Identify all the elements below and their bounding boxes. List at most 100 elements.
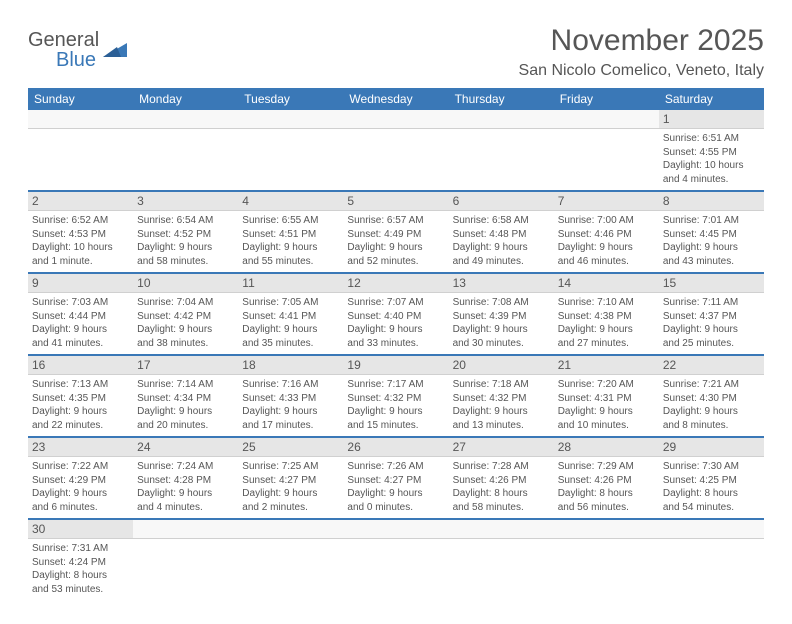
day-detail-cell: Sunrise: 7:20 AMSunset: 4:31 PMDaylight:… [554,375,659,438]
sunset-text: Sunset: 4:28 PM [137,474,234,488]
daylight-text-2: and 52 minutes. [347,255,444,269]
day-detail-cell: Sunrise: 7:21 AMSunset: 4:30 PMDaylight:… [659,375,764,438]
day-detail-cell: Sunrise: 7:30 AMSunset: 4:25 PMDaylight:… [659,457,764,520]
day-number-cell: 19 [343,355,448,375]
day-number-cell: 30 [28,519,133,539]
sunset-text: Sunset: 4:51 PM [242,228,339,242]
day-detail-row: Sunrise: 7:13 AMSunset: 4:35 PMDaylight:… [28,375,764,438]
sunset-text: Sunset: 4:34 PM [137,392,234,406]
day-number-cell: 6 [449,191,554,211]
day-header-cell: Monday [133,88,238,110]
sunrise-text: Sunrise: 7:14 AM [137,378,234,392]
day-number-row: 1 [28,110,764,129]
day-number-cell [133,519,238,539]
day-detail-row: Sunrise: 7:31 AMSunset: 4:24 PMDaylight:… [28,539,764,601]
daylight-text-1: Daylight: 8 hours [663,487,760,501]
sunrise-text: Sunrise: 7:08 AM [453,296,550,310]
day-header-row: SundayMondayTuesdayWednesdayThursdayFrid… [28,88,764,110]
day-detail-cell [449,539,554,601]
day-detail-cell: Sunrise: 7:00 AMSunset: 4:46 PMDaylight:… [554,211,659,274]
sunset-text: Sunset: 4:25 PM [663,474,760,488]
day-detail-cell: Sunrise: 7:28 AMSunset: 4:26 PMDaylight:… [449,457,554,520]
sunrise-text: Sunrise: 6:55 AM [242,214,339,228]
sunset-text: Sunset: 4:29 PM [32,474,129,488]
daylight-text-2: and 17 minutes. [242,419,339,433]
day-number-cell [28,110,133,129]
day-number-cell: 14 [554,273,659,293]
logo-word-2: Blue [56,49,96,71]
sunset-text: Sunset: 4:42 PM [137,310,234,324]
day-detail-cell [238,129,343,192]
sunrise-text: Sunrise: 7:31 AM [32,542,129,556]
day-detail-row: Sunrise: 6:51 AMSunset: 4:55 PMDaylight:… [28,129,764,192]
calendar-table: SundayMondayTuesdayWednesdayThursdayFrid… [28,88,764,600]
day-number-cell: 28 [554,437,659,457]
daylight-text-1: Daylight: 9 hours [137,241,234,255]
sunrise-text: Sunrise: 6:58 AM [453,214,550,228]
daylight-text-2: and 38 minutes. [137,337,234,351]
sunrise-text: Sunrise: 7:13 AM [32,378,129,392]
day-number-cell [343,519,448,539]
day-number-cell: 18 [238,355,343,375]
daylight-text-1: Daylight: 10 hours [32,241,129,255]
daylight-text-2: and 35 minutes. [242,337,339,351]
day-detail-cell: Sunrise: 7:18 AMSunset: 4:32 PMDaylight:… [449,375,554,438]
sunset-text: Sunset: 4:40 PM [347,310,444,324]
day-detail-cell: Sunrise: 6:51 AMSunset: 4:55 PMDaylight:… [659,129,764,192]
day-number-cell: 9 [28,273,133,293]
month-title: November 2025 [519,24,764,58]
daylight-text-2: and 53 minutes. [32,583,129,597]
day-number-cell [554,110,659,129]
day-detail-row: Sunrise: 7:22 AMSunset: 4:29 PMDaylight:… [28,457,764,520]
day-detail-cell [238,539,343,601]
daylight-text-1: Daylight: 9 hours [137,487,234,501]
day-detail-cell [554,539,659,601]
sunrise-text: Sunrise: 6:57 AM [347,214,444,228]
day-detail-cell: Sunrise: 7:16 AMSunset: 4:33 PMDaylight:… [238,375,343,438]
daylight-text-2: and 0 minutes. [347,501,444,515]
daylight-text-1: Daylight: 9 hours [242,405,339,419]
day-number-cell: 23 [28,437,133,457]
day-detail-cell: Sunrise: 7:11 AMSunset: 4:37 PMDaylight:… [659,293,764,356]
daylight-text-1: Daylight: 10 hours [663,159,760,173]
day-detail-cell: Sunrise: 6:54 AMSunset: 4:52 PMDaylight:… [133,211,238,274]
sunset-text: Sunset: 4:41 PM [242,310,339,324]
day-number-row: 2345678 [28,191,764,211]
sunrise-text: Sunrise: 7:24 AM [137,460,234,474]
day-number-row: 16171819202122 [28,355,764,375]
daylight-text-1: Daylight: 9 hours [558,241,655,255]
sunrise-text: Sunrise: 7:18 AM [453,378,550,392]
sunset-text: Sunset: 4:26 PM [558,474,655,488]
daylight-text-2: and 41 minutes. [32,337,129,351]
sunset-text: Sunset: 4:31 PM [558,392,655,406]
day-number-cell [449,110,554,129]
day-detail-cell: Sunrise: 7:05 AMSunset: 4:41 PMDaylight:… [238,293,343,356]
daylight-text-1: Daylight: 9 hours [137,405,234,419]
sunrise-text: Sunrise: 7:28 AM [453,460,550,474]
sunrise-text: Sunrise: 7:07 AM [347,296,444,310]
daylight-text-2: and 54 minutes. [663,501,760,515]
day-number-cell [554,519,659,539]
sunrise-text: Sunrise: 7:00 AM [558,214,655,228]
daylight-text-1: Daylight: 8 hours [558,487,655,501]
sunset-text: Sunset: 4:48 PM [453,228,550,242]
sunset-text: Sunset: 4:24 PM [32,556,129,570]
sunrise-text: Sunrise: 7:11 AM [663,296,760,310]
daylight-text-2: and 4 minutes. [137,501,234,515]
daylight-text-2: and 20 minutes. [137,419,234,433]
daylight-text-2: and 33 minutes. [347,337,444,351]
day-detail-cell: Sunrise: 6:57 AMSunset: 4:49 PMDaylight:… [343,211,448,274]
daylight-text-2: and 58 minutes. [453,501,550,515]
sunset-text: Sunset: 4:37 PM [663,310,760,324]
day-detail-cell: Sunrise: 7:10 AMSunset: 4:38 PMDaylight:… [554,293,659,356]
sunrise-text: Sunrise: 7:16 AM [242,378,339,392]
title-block: November 2025 San Nicolo Comelico, Venet… [519,24,764,80]
sunset-text: Sunset: 4:46 PM [558,228,655,242]
sunset-text: Sunset: 4:32 PM [453,392,550,406]
day-detail-cell: Sunrise: 7:13 AMSunset: 4:35 PMDaylight:… [28,375,133,438]
day-detail-cell [343,539,448,601]
daylight-text-2: and 2 minutes. [242,501,339,515]
daylight-text-1: Daylight: 9 hours [347,241,444,255]
day-header-cell: Thursday [449,88,554,110]
day-header-cell: Tuesday [238,88,343,110]
